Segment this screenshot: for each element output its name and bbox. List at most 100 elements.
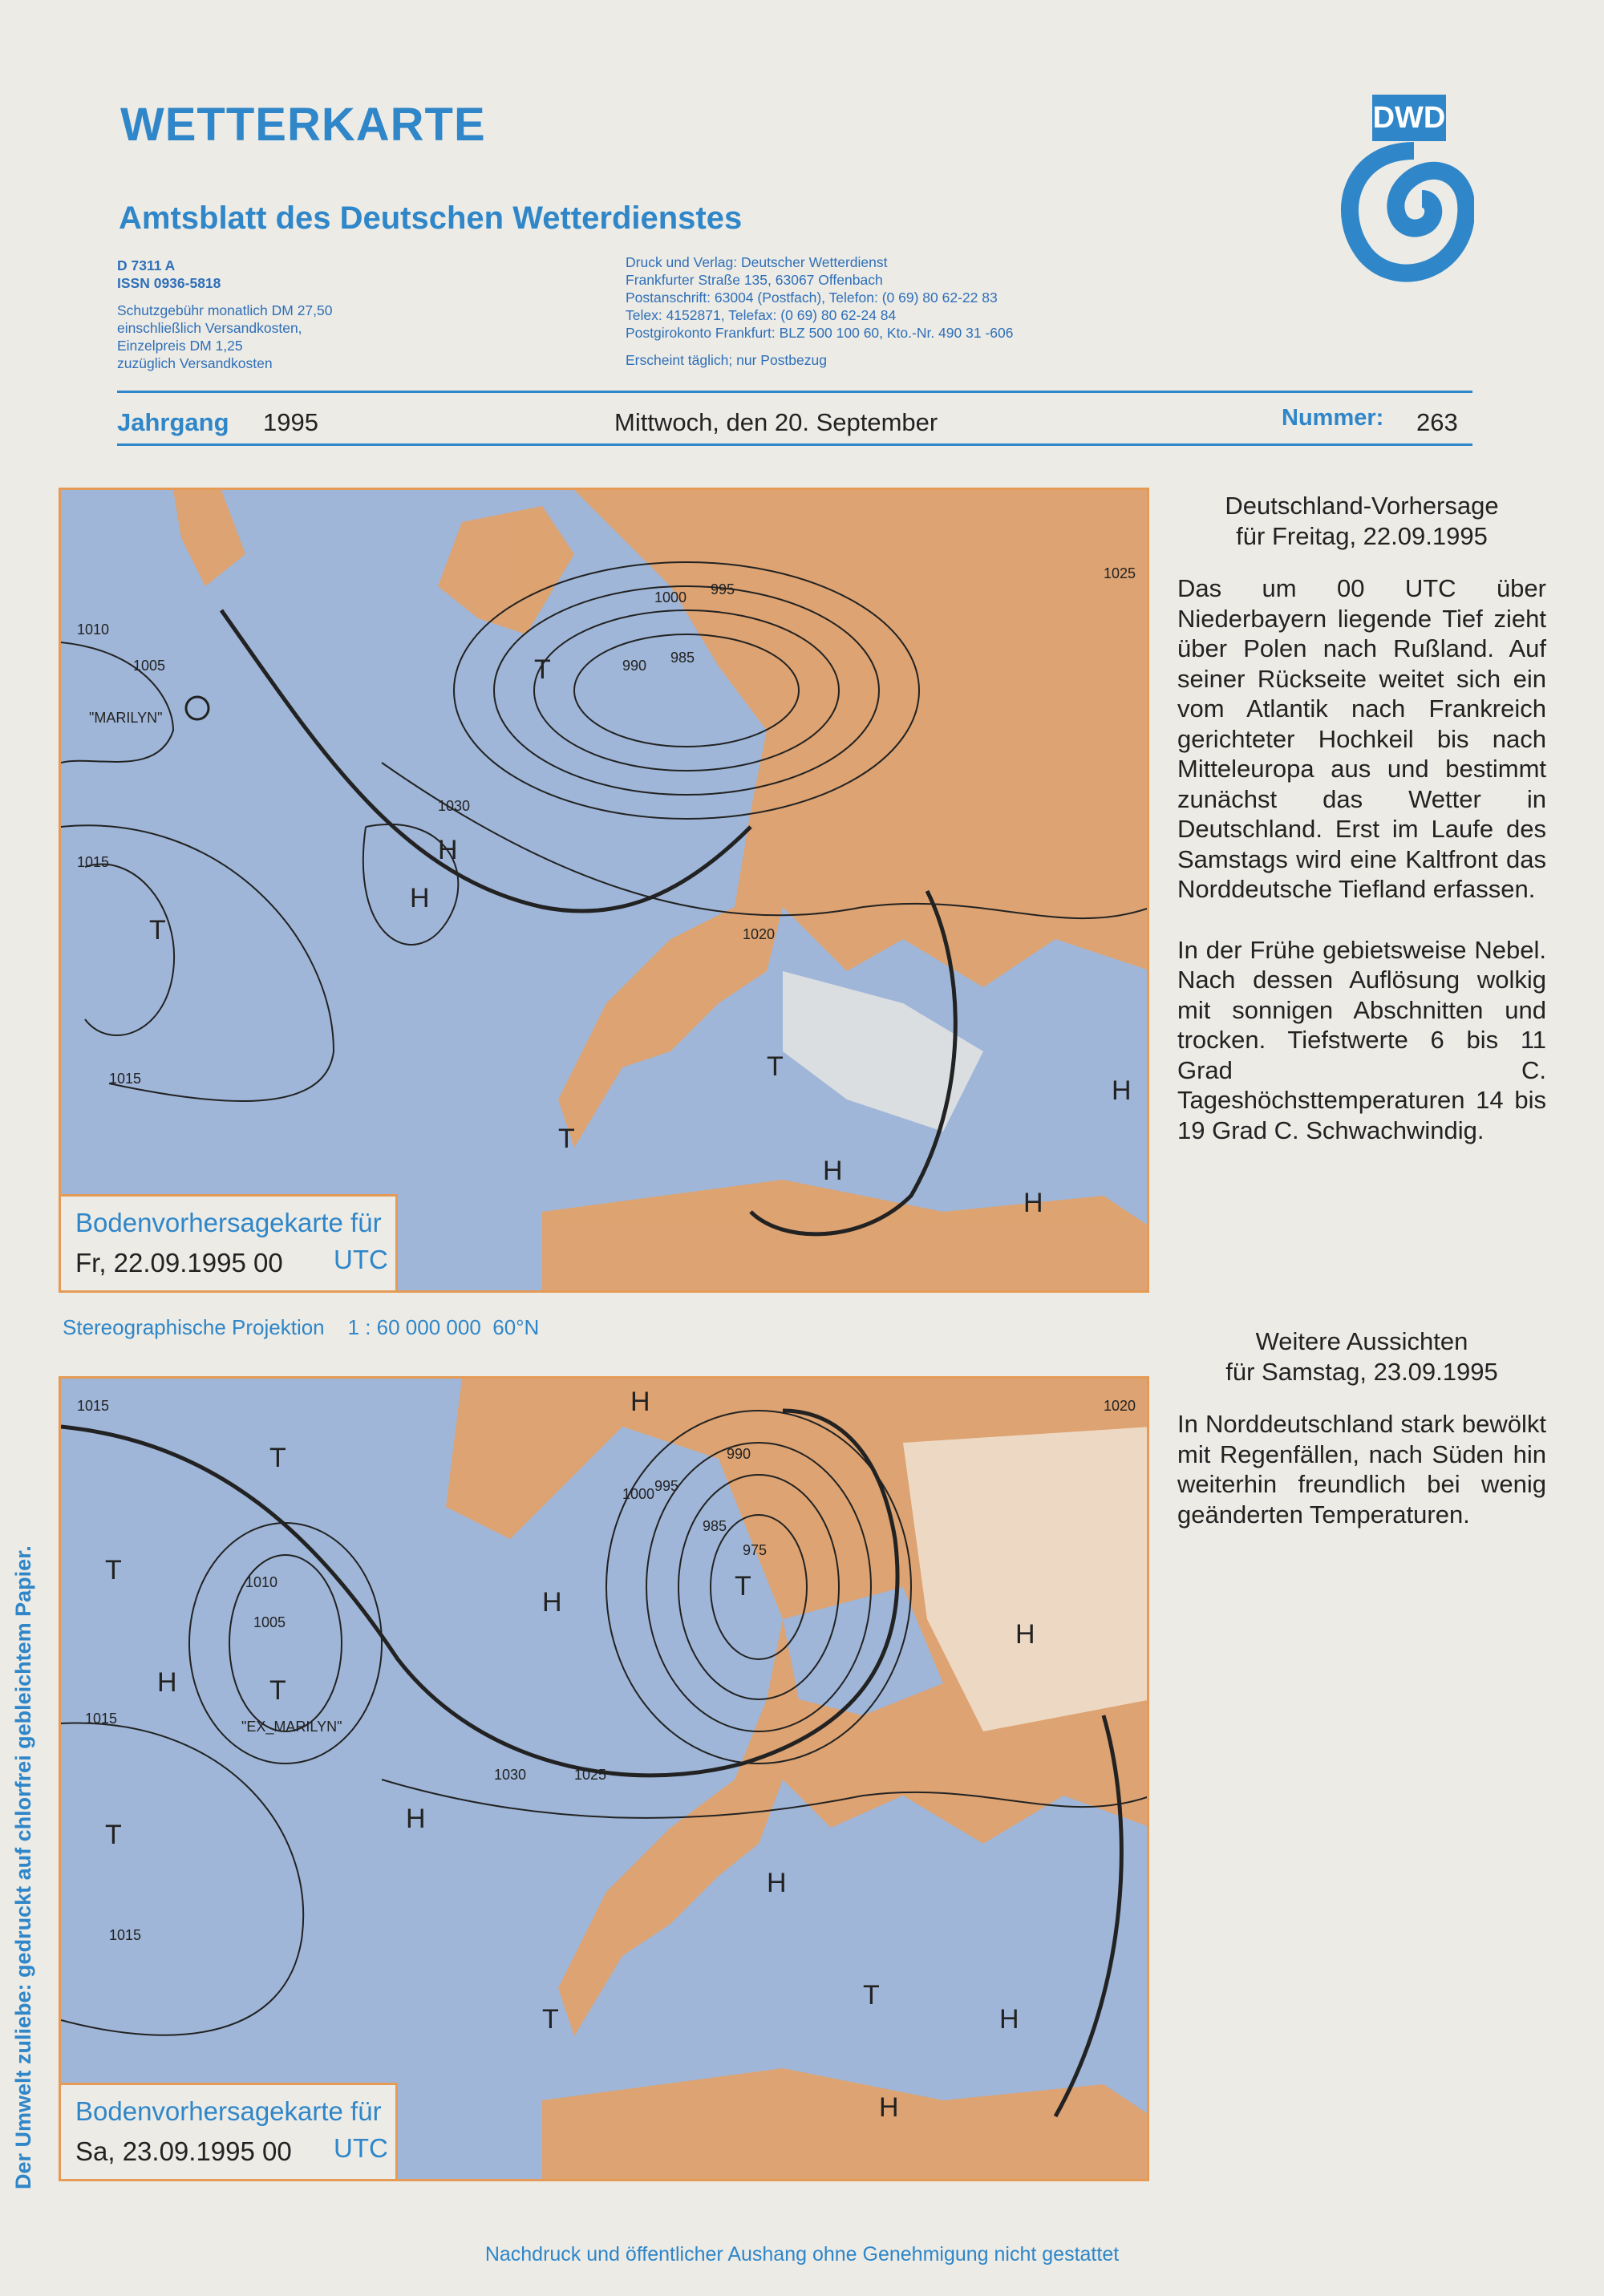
info-line: ISSN 0936-5818	[117, 275, 221, 291]
isobar-label: 995	[654, 1478, 678, 1494]
page-subtitle: Amtsblatt des Deutschen Wetterdienstes	[119, 200, 743, 236]
high-label: H	[542, 1587, 562, 1618]
cold-front	[219, 609, 752, 913]
info-line: Schutzgebühr monatlich DM 27,50	[117, 302, 333, 318]
outlook-heading-date: für Samstag, 23.09.1995	[1225, 1357, 1498, 1386]
dwd-logo: DWD	[1318, 95, 1474, 295]
high-label: H	[410, 883, 430, 913]
low-label: T	[863, 1980, 880, 2011]
info-line: Einzelpreis DM 1,25	[117, 338, 243, 354]
high-label: H	[767, 1868, 787, 1898]
isobar-label: 1005	[253, 1614, 286, 1630]
high-label: H	[1023, 1188, 1043, 1218]
high-label: H	[879, 2092, 899, 2123]
isobar-label: 1000	[622, 1486, 654, 1502]
logo-text: DWD	[1372, 95, 1446, 141]
isobar-label: 1015	[109, 1927, 141, 1943]
map-caption: Bodenvorhersagekarte für Fr, 22.09.1995 …	[61, 1194, 398, 1290]
low-label: T	[149, 915, 166, 946]
isobar-label: 985	[703, 1518, 727, 1534]
info-line: Druck und Verlag: Deutscher Wetterdienst	[626, 254, 888, 270]
info-line: D 7311 A	[117, 257, 176, 273]
isobar-label: 990	[622, 658, 646, 674]
isobar-label: 990	[727, 1446, 751, 1462]
forecast-heading-date: für Freitag, 22.09.1995	[1236, 521, 1488, 550]
weather-map-graphic: T H H T T T H H H "MARILYN" 1015 1015 10…	[61, 490, 1147, 1290]
cold-front	[61, 1408, 900, 1778]
page-title: WETTERKARTE	[120, 99, 486, 151]
outlook-text: In Norddeutschland stark bewölkt mit Reg…	[1177, 1410, 1546, 1529]
caption-unit: UTC	[334, 2133, 388, 2163]
high-label: H	[406, 1804, 426, 1834]
low-label: T	[767, 1051, 784, 1082]
isobar-label: 1015	[77, 1398, 109, 1414]
low-label: T	[269, 1443, 286, 1473]
hurricane-symbol	[184, 695, 210, 721]
forecast-text: Das um 00 UTC über Niederbayern liegende…	[1177, 574, 1546, 903]
info-line: Postgirokonto Frankfurt: BLZ 500 100 60,…	[626, 325, 1014, 341]
isobar-label: 1030	[494, 1767, 526, 1783]
isobar-label: 1015	[85, 1711, 117, 1727]
nummer-value: 263	[1416, 408, 1458, 436]
isobar-label: 1010	[77, 622, 109, 638]
isobars	[61, 1410, 1147, 2036]
side-note: Der Umwelt zuliebe: gedruckt auf chlorfr…	[11, 1545, 35, 2189]
info-line: Frankfurter Straße 135, 63067 Offenbach	[626, 272, 883, 288]
projection-note: Stereographische Projektion 1 : 60 000 0…	[63, 1315, 540, 1339]
isobar-label: 1005	[133, 658, 165, 674]
isobars	[61, 561, 1147, 1103]
isobar-label: 995	[711, 581, 735, 597]
occluded-front	[749, 889, 958, 1237]
low-label: T	[269, 1675, 286, 1706]
high-label: H	[438, 835, 458, 865]
map-caption: Bodenvorhersagekarte für Sa, 23.09.1995 …	[61, 2083, 398, 2179]
isobar-label: 1010	[245, 1574, 277, 1590]
outlook-heading: Weitere Aussichten	[1255, 1327, 1468, 1355]
high-label: H	[823, 1156, 843, 1186]
nummer-label: Nummer:	[1282, 405, 1384, 431]
isobar-label: 1030	[438, 798, 470, 814]
low-label: T	[558, 1124, 575, 1154]
high-label: H	[999, 2004, 1019, 2035]
storm-name: "MARILYN"	[89, 710, 162, 726]
info-line: Telex: 4152871, Telefax: (0 69) 80 62-24…	[626, 307, 897, 323]
publication-info: D 7311 A ISSN 0936-5818 Schutzgebühr mon…	[117, 257, 332, 372]
isobar-label: 1025	[574, 1767, 606, 1783]
jahrgang-value: 1995	[263, 408, 318, 436]
info-line: einschließlich Versandkosten,	[117, 320, 302, 336]
high-label: H	[1015, 1619, 1035, 1650]
isobar-label: 1000	[654, 589, 687, 605]
caption-date: Sa, 23.09.1995 00	[75, 2136, 292, 2166]
forecast-weather-text: In der Frühe gebietsweise Nebel. Nach de…	[1177, 935, 1546, 1144]
low-label: T	[105, 1820, 122, 1850]
storm-name: "EX_MARILYN"	[241, 1719, 342, 1735]
divider	[117, 443, 1472, 446]
jahrgang-label: Jahrgang	[117, 408, 229, 436]
land-areas	[173, 490, 1147, 1290]
forecast-map-friday: T H H T T T H H H "MARILYN" 1015 1015 10…	[59, 488, 1149, 1293]
footer-note: Nachdruck und öffentlicher Aushang ohne …	[484, 2243, 1120, 2266]
isobar-label: 1015	[77, 854, 109, 870]
dwd-swirl-icon	[1341, 142, 1474, 282]
caption-title: Bodenvorhersagekarte für	[75, 2096, 382, 2126]
outlook-column: Weitere Aussichten für Samstag, 23.09.19…	[1177, 1326, 1546, 1529]
high-label: H	[1112, 1075, 1132, 1106]
info-line: zuzüglich Versandkosten	[117, 355, 273, 371]
caption-title: Bodenvorhersagekarte für	[75, 1208, 382, 1237]
isobar-label: 1015	[109, 1071, 141, 1087]
high-label: H	[157, 1667, 177, 1698]
publisher-info: Druck und Verlag: Deutscher Wetterdienst…	[626, 253, 1013, 369]
isobar-label: 985	[670, 650, 695, 666]
info-line: Erscheint täglich; nur Postbezug	[626, 352, 827, 368]
occluded-front	[1053, 1715, 1124, 2118]
high-label: H	[630, 1387, 650, 1417]
info-line: Postanschrift: 63004 (Postfach), Telefon…	[626, 290, 998, 306]
issue-row: Jahrgang 1995 Mittwoch, den 20. Septembe…	[117, 405, 1472, 440]
caption-date: Fr, 22.09.1995 00	[75, 1248, 283, 1278]
forecast-column: Deutschland-Vorhersage für Freitag, 22.0…	[1177, 491, 1546, 1145]
issue-date: Mittwoch, den 20. September	[614, 408, 938, 436]
isobar-label: 975	[743, 1542, 767, 1558]
isobar-label: 1020	[1104, 1398, 1136, 1414]
isobar-label: 1020	[743, 926, 775, 942]
forecast-heading: Deutschland-Vorhersage	[1225, 492, 1499, 520]
